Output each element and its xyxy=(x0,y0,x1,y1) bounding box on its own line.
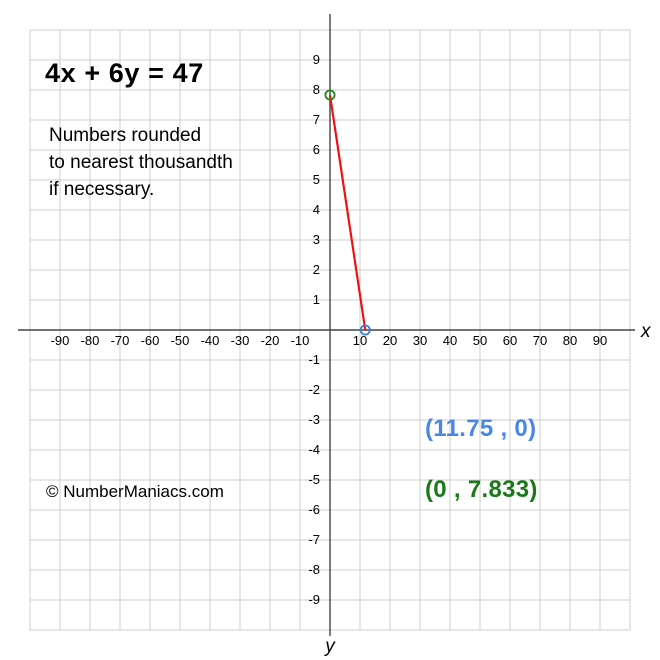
svg-text:-30: -30 xyxy=(231,333,250,348)
svg-text:-2: -2 xyxy=(308,382,320,397)
svg-text:50: 50 xyxy=(473,333,487,348)
svg-text:-70: -70 xyxy=(111,333,130,348)
svg-text:30: 30 xyxy=(413,333,427,348)
svg-text:2: 2 xyxy=(313,262,320,277)
svg-text:x: x xyxy=(640,321,652,342)
svg-text:-4: -4 xyxy=(308,442,320,457)
svg-text:-20: -20 xyxy=(261,333,280,348)
svg-text:5: 5 xyxy=(313,172,320,187)
svg-text:90: 90 xyxy=(593,333,607,348)
svg-text:-80: -80 xyxy=(81,333,100,348)
svg-text:-5: -5 xyxy=(308,472,320,487)
svg-text:y: y xyxy=(323,636,336,657)
svg-text:-40: -40 xyxy=(201,333,220,348)
svg-text:3: 3 xyxy=(313,232,320,247)
svg-text:40: 40 xyxy=(443,333,457,348)
svg-text:-10: -10 xyxy=(291,333,310,348)
svg-text:6: 6 xyxy=(313,142,320,157)
svg-text:60: 60 xyxy=(503,333,517,348)
svg-text:-9: -9 xyxy=(308,592,320,607)
svg-text:80: 80 xyxy=(563,333,577,348)
svg-text:-6: -6 xyxy=(308,502,320,517)
svg-text:-90: -90 xyxy=(51,333,70,348)
svg-text:4: 4 xyxy=(313,202,320,217)
svg-text:20: 20 xyxy=(383,333,397,348)
svg-text:-7: -7 xyxy=(308,532,320,547)
svg-text:7: 7 xyxy=(313,112,320,127)
svg-text:-50: -50 xyxy=(171,333,190,348)
svg-text:-8: -8 xyxy=(308,562,320,577)
svg-text:-3: -3 xyxy=(308,412,320,427)
svg-text:70: 70 xyxy=(533,333,547,348)
svg-text:9: 9 xyxy=(313,52,320,67)
svg-text:-60: -60 xyxy=(141,333,160,348)
svg-text:-1: -1 xyxy=(308,352,320,367)
svg-text:1: 1 xyxy=(313,292,320,307)
svg-text:8: 8 xyxy=(313,82,320,97)
